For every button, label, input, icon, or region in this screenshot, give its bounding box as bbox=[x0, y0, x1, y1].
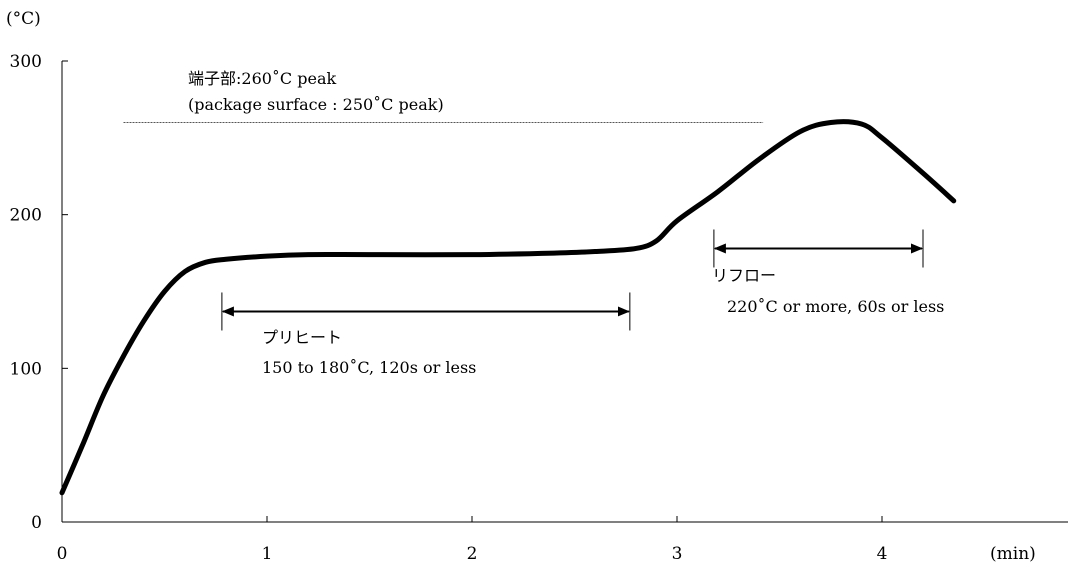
x-tick-label: 1 bbox=[262, 544, 273, 564]
preheat-title: プリヒート bbox=[262, 328, 342, 347]
y-tick-label: 300 bbox=[10, 52, 42, 72]
reflow-detail: 220˚C or more, 60s or less bbox=[727, 297, 944, 316]
x-tick-label: 3 bbox=[672, 544, 683, 564]
axis-ticks: 0 1 2 3 4 0 100 200 300 bbox=[10, 52, 888, 564]
x-tick-label: 0 bbox=[57, 544, 68, 564]
preheat-detail: 150 to 180˚C, 120s or less bbox=[262, 358, 476, 377]
x-unit-label: (min) bbox=[990, 544, 1036, 564]
peak-annotation-line2: (package surface : 250˚C peak) bbox=[188, 95, 444, 114]
x-tick-label: 4 bbox=[877, 544, 888, 564]
y-tick-label: 100 bbox=[10, 359, 42, 379]
peak-annotation-line1: 端子部:260˚C peak bbox=[188, 69, 337, 88]
y-unit-label: (°C) bbox=[6, 9, 41, 29]
temperature-profile-line bbox=[59, 119, 957, 496]
preheat-span bbox=[221, 292, 631, 331]
reflow-span bbox=[713, 229, 924, 268]
reflow-title: リフロー bbox=[712, 266, 776, 285]
x-tick-label: 2 bbox=[467, 544, 478, 564]
y-tick-label: 0 bbox=[31, 513, 42, 533]
y-tick-label: 200 bbox=[10, 206, 42, 226]
